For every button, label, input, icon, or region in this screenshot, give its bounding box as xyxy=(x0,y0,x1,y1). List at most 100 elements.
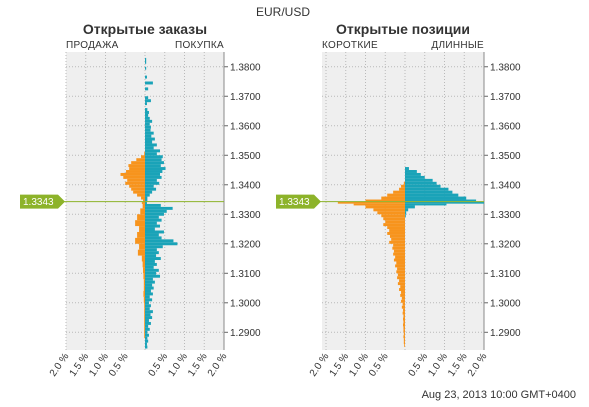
panel2-short-bar xyxy=(365,205,405,209)
panel2-short-bar xyxy=(389,234,405,238)
panel1-buy-bar xyxy=(145,178,157,182)
panel1-buy-bar xyxy=(145,236,162,240)
panel2-short-bar xyxy=(403,308,405,312)
panel1-buy-bar xyxy=(145,257,161,261)
panel1-buy-bar xyxy=(145,66,147,70)
panel1-buy-bar xyxy=(145,233,159,237)
panel1-buy-bar xyxy=(145,196,148,202)
panel2-long-bar xyxy=(405,211,407,215)
panel1-buy-bar xyxy=(145,201,147,204)
panel2-short-bar xyxy=(399,187,405,191)
panel1-buy-bar xyxy=(145,251,159,255)
panel2-short-bar xyxy=(397,273,405,277)
panel1-sell-bar xyxy=(143,199,145,202)
panel1-buy-bar xyxy=(145,111,149,114)
panel1-title: Открытые заказы xyxy=(83,21,207,37)
panel1-ytick-label: 1.3400 xyxy=(230,180,261,191)
panel1-group: Открытые заказы ПРОДАЖА ПОКУПКА 1.3800 1.370… xyxy=(20,21,261,379)
panel2-ytick-label: 1.3500 xyxy=(490,151,521,162)
panel1-buy-bar xyxy=(145,277,153,281)
panel1-sell-bar xyxy=(129,167,145,171)
panel1-buy-bar xyxy=(145,245,163,249)
panel1-buy-bar xyxy=(145,333,149,337)
panel1-xtick-label: 1.0 % xyxy=(87,351,111,378)
panel1-sell-bar xyxy=(141,155,145,159)
panel1-buy-bar xyxy=(145,161,164,165)
panel1-sell-bar xyxy=(144,332,145,339)
panel1-sell-bar xyxy=(144,314,145,321)
panel2-long-bar xyxy=(405,196,467,200)
panel1-buy-bar xyxy=(145,116,150,120)
panel2-ytick-label: 1.2900 xyxy=(490,328,521,339)
panel2-short-bar xyxy=(404,344,405,348)
panel1-xtick-label: 1.5 % xyxy=(186,351,210,378)
panel1-buy-bar xyxy=(145,265,154,269)
panel1-buy-bar xyxy=(145,172,161,176)
panel1-sell-bar xyxy=(135,237,145,244)
panel1-buy-bar xyxy=(145,330,148,334)
panel1-buy-bar xyxy=(145,215,159,219)
panel2-long-bar xyxy=(405,201,484,204)
panel1-buy-bar xyxy=(145,108,148,112)
panel1-buy-bar xyxy=(145,125,151,129)
panel1-sell-bar xyxy=(137,231,145,238)
panel2-short-bar xyxy=(403,338,405,342)
panel2-short-bar xyxy=(389,240,405,244)
panel1-buy-bar xyxy=(145,137,155,141)
panel1-buy-bar xyxy=(145,193,150,197)
panel1-sell-bar xyxy=(144,308,145,315)
panel2-short-bar xyxy=(403,335,405,339)
panel2-short-bar xyxy=(403,320,405,324)
panel2-long-bar xyxy=(405,208,409,212)
panel1-xtick-label: 0.5 % xyxy=(147,351,171,378)
panel2-ytick-label: 1.3700 xyxy=(490,92,521,103)
panel2-xtick-label: 2.0 % xyxy=(308,351,332,378)
panel2-short-bar xyxy=(401,305,405,309)
panel2-short-bar xyxy=(393,258,405,262)
panel1-sell-bar xyxy=(140,208,145,215)
panel1-sell-bar xyxy=(141,196,145,200)
panel1-buy-bar xyxy=(145,131,154,135)
panel1-sell-bar xyxy=(127,178,145,182)
panel1-ytick-label: 1.3700 xyxy=(230,92,261,103)
panel2-short-bar xyxy=(403,332,405,336)
panel1-buy-bar xyxy=(145,242,178,246)
panel2-group: Открытые позиции КОРОТКИЕ ДЛИННЫЕ 1.3800 1.3… xyxy=(276,21,521,379)
panel2-long-bar xyxy=(405,187,449,191)
panel2-short-bar xyxy=(381,214,405,218)
panel1-buy-bar xyxy=(145,96,149,100)
panel2-short-bar xyxy=(401,290,405,294)
panel1-buy-bar xyxy=(145,313,151,317)
panel1-ytick-label: 1.3600 xyxy=(230,121,261,132)
panel2-long-bar xyxy=(405,181,437,185)
panel2-xtick-label: 1.0 % xyxy=(426,351,450,378)
panel1-buy-bar xyxy=(145,292,153,296)
panel1-buy-bar xyxy=(145,87,149,91)
panel1-buy-bar xyxy=(145,209,167,213)
panel1-sell-bar xyxy=(123,175,145,179)
panel2-short-bar xyxy=(353,203,405,206)
panel1-buy-bar xyxy=(145,184,154,188)
panel1-sell-bar xyxy=(131,187,145,191)
panel2-short-bar xyxy=(337,201,405,204)
panel2-ytick-label: 1.3000 xyxy=(490,298,521,309)
panel1-sell-bar xyxy=(126,170,145,173)
panel2-short-bar xyxy=(399,288,405,291)
panel1-buy-bar xyxy=(145,143,157,147)
panel1-buy-bar xyxy=(145,286,154,290)
panel2-short-bar xyxy=(403,323,405,327)
panel1-buy-bar xyxy=(145,149,161,153)
panel2-short-bar xyxy=(396,261,405,265)
panel1-xtick-label: 1.5 % xyxy=(68,351,92,378)
panel2-ytick-label: 1.3200 xyxy=(490,239,521,250)
panel1-buy-bar xyxy=(145,122,150,126)
panel2-short-bar xyxy=(400,293,405,297)
panel2-long-bar xyxy=(405,178,433,182)
panel2-xtick-label: 1.0 % xyxy=(347,351,371,378)
panel1-xtick-label: 2.0 % xyxy=(206,351,230,378)
panel2-ytick-label: 1.3800 xyxy=(490,62,521,73)
panel1-buy-bar xyxy=(145,248,157,252)
panel1-sell-bar xyxy=(120,172,145,176)
panel2-long-bar xyxy=(405,205,415,209)
panel1-buy-bar xyxy=(145,271,157,275)
